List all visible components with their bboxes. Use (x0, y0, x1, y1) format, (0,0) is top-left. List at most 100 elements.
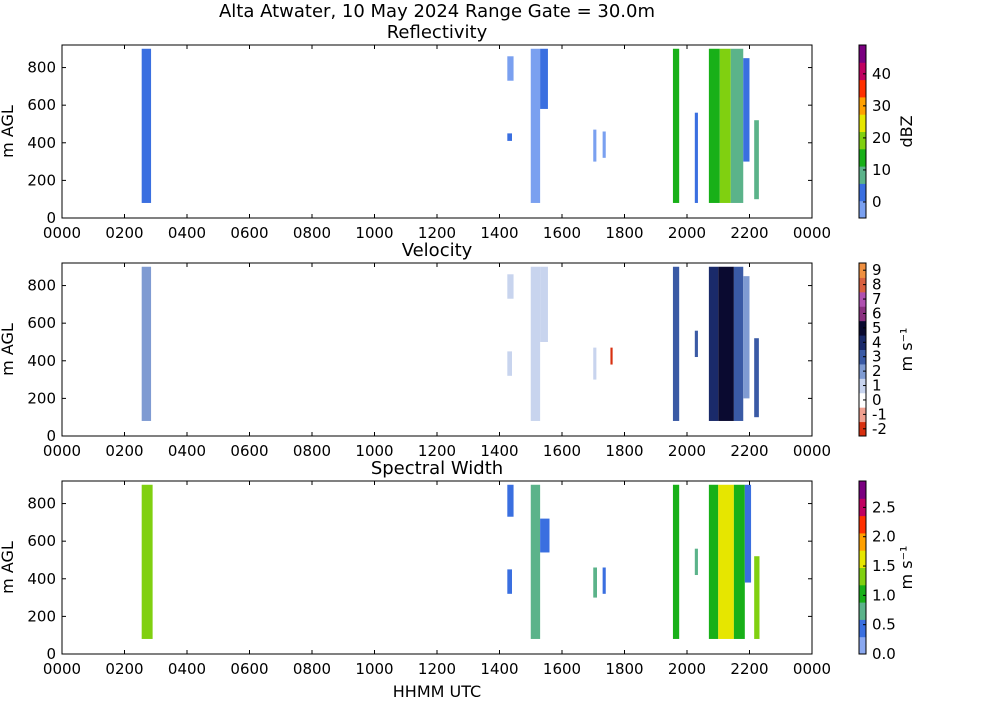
echo-cell (141, 266, 152, 421)
echo-cell (530, 48, 541, 203)
y-tick-label: 400 (27, 352, 56, 370)
colorbar-segment (859, 515, 866, 534)
x-tick-label: 0800 (293, 660, 331, 678)
x-tick-label: 1600 (543, 660, 581, 678)
x-tick-label: 2000 (668, 442, 706, 460)
colorbar-tick-label: 1.5 (872, 557, 896, 575)
colorbar-segment (859, 183, 866, 202)
y-tick-label: 200 (27, 171, 56, 189)
echo-cell (507, 274, 514, 299)
echo-cell (672, 266, 680, 421)
colorbar-segment (859, 200, 866, 219)
colorbar-tick-label: 7 (872, 290, 882, 308)
colorbar-segment (859, 532, 866, 551)
colorbar-tick-label: 10 (872, 161, 891, 179)
colorbar-tick-label: 6 (872, 304, 882, 322)
echo-cell (754, 338, 759, 418)
colorbar-tick-label: 2.0 (872, 528, 896, 546)
echo-cell (733, 484, 745, 639)
x-tick-label: 0200 (105, 224, 143, 242)
colorbar-segment (859, 96, 866, 115)
colorbar-segment (859, 567, 866, 586)
echo-cell (530, 484, 541, 639)
colorbar-tick-label: -1 (872, 405, 887, 423)
echo-cell (694, 330, 698, 358)
colorbar-segment (859, 636, 866, 655)
echo-layer (141, 266, 759, 421)
y-tick-label: 600 (27, 532, 56, 550)
echo-cell (743, 58, 750, 162)
colorbar-tick-label: 9 (872, 261, 882, 279)
x-tick-label: 1400 (480, 660, 518, 678)
y-tick-label: 800 (27, 277, 56, 295)
x-tick-label: 1000 (355, 660, 393, 678)
colorbar-label: dBZ (897, 115, 916, 147)
colorbar-tick-label: 0.5 (872, 616, 896, 634)
colorbar-segment (859, 62, 866, 81)
echo-cell (718, 484, 734, 639)
echo-cell (593, 567, 597, 598)
colorbar-tick-label: -2 (872, 420, 887, 438)
colorbar-segment (859, 550, 866, 568)
echo-layer (141, 48, 759, 203)
x-tick-label: 2000 (668, 224, 706, 242)
colorbar-label: m s⁻¹ (897, 546, 916, 590)
colorbar-tick-label: 5 (872, 319, 882, 337)
y-tick-label: 200 (27, 389, 56, 407)
y-tick-label: 800 (27, 59, 56, 77)
axes-frame (61, 262, 813, 437)
echo-cell (507, 133, 512, 141)
panel-title: Reflectivity (387, 22, 488, 43)
y-tick-label: 200 (27, 607, 56, 625)
colorbar-segment (859, 148, 866, 167)
echo-cell (754, 120, 759, 200)
colorbar-segment (859, 263, 866, 278)
y-tick-label: 400 (27, 570, 56, 588)
x-tick-label: 0000 (43, 660, 81, 678)
y-tick-label: 0 (46, 209, 56, 227)
colorbar-tick-label: 2 (872, 362, 882, 380)
y-tick-label: 400 (27, 134, 56, 152)
colorbar-segment (859, 421, 866, 437)
colorbar-tick-label: 40 (872, 65, 891, 83)
y-tick-label: 600 (27, 314, 56, 332)
echo-cell (602, 131, 606, 158)
x-tick-label: 1800 (605, 660, 643, 678)
x-tick-label: 0400 (168, 442, 206, 460)
echo-cell (672, 48, 680, 203)
colorbar-segment (859, 335, 866, 350)
x-tick-label: 0600 (230, 442, 268, 460)
x-tick-label: 0400 (168, 224, 206, 242)
colorbar-segment (859, 166, 866, 184)
x-tick-label: 1200 (418, 224, 456, 242)
colorbar-tick-label: 0 (872, 391, 882, 409)
echo-cell (694, 112, 698, 203)
x-axis-label: HHMM UTC (393, 682, 481, 700)
x-tick-label: 2200 (730, 660, 768, 678)
echo-cell (507, 351, 512, 376)
colorbar-segment (859, 378, 866, 394)
x-tick-label: 1600 (543, 224, 581, 242)
colorbar-tick-label: 8 (872, 276, 882, 294)
echo-cell (530, 266, 541, 421)
colorbar-segment (859, 407, 866, 423)
echo-cell (507, 56, 514, 81)
colorbar-segment (859, 291, 866, 307)
echo-cell (718, 266, 734, 421)
x-tick-label: 0600 (230, 660, 268, 678)
echo-cell (754, 556, 760, 639)
colorbar-segment (859, 45, 866, 63)
echo-cell (507, 569, 512, 594)
echo-cell (602, 567, 606, 594)
y-tick-label: 0 (46, 645, 56, 663)
echo-cell (593, 347, 597, 380)
x-tick-label: 0800 (293, 442, 331, 460)
echo-cell (540, 518, 550, 553)
echo-cell (672, 484, 680, 639)
x-tick-label: 0200 (105, 442, 143, 460)
axes-frame (61, 44, 813, 219)
colorbar-segment (859, 619, 866, 638)
echo-cell (694, 548, 698, 576)
